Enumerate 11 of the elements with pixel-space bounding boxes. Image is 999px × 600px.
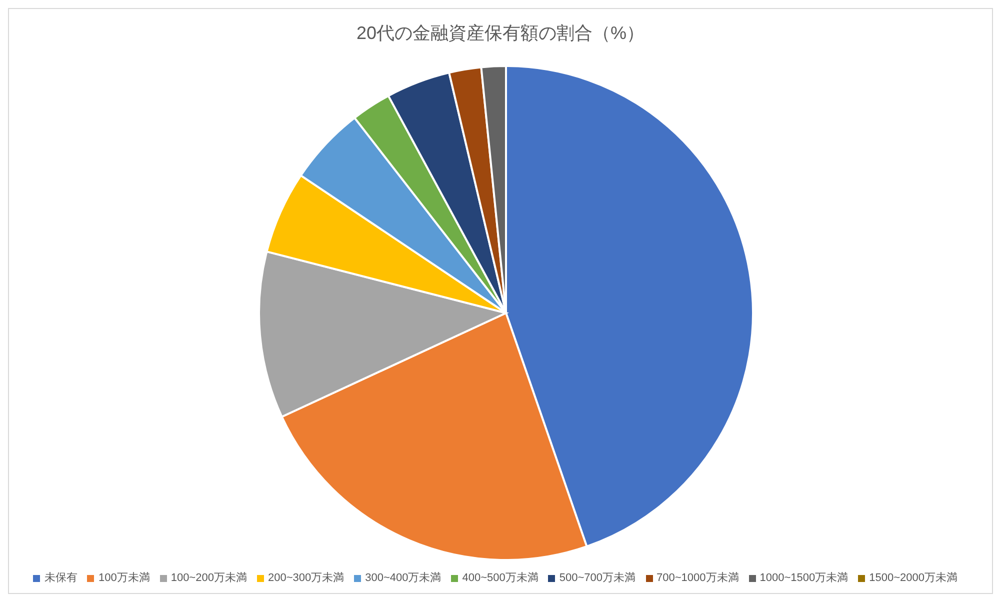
legend-label: 100~200万未満 bbox=[170, 572, 247, 584]
legend-label: 400~500万未満 bbox=[462, 572, 538, 584]
legend-label: 1500~2000万未満 bbox=[869, 572, 958, 584]
legend-label: 100万未満 bbox=[98, 572, 150, 584]
legend-label: 500~700万未満 bbox=[559, 572, 636, 584]
legend-label: 700~1000万未満 bbox=[656, 572, 739, 584]
chart-title: 20代の金融資産保有額の割合（%） bbox=[355, 22, 646, 45]
legend-label: 300~400万未満 bbox=[365, 572, 442, 584]
legend-label: 200~300万未満 bbox=[268, 572, 344, 584]
legend-label: 1000~1500万未満 bbox=[760, 572, 848, 584]
legend-label: 未保有 bbox=[44, 572, 78, 584]
